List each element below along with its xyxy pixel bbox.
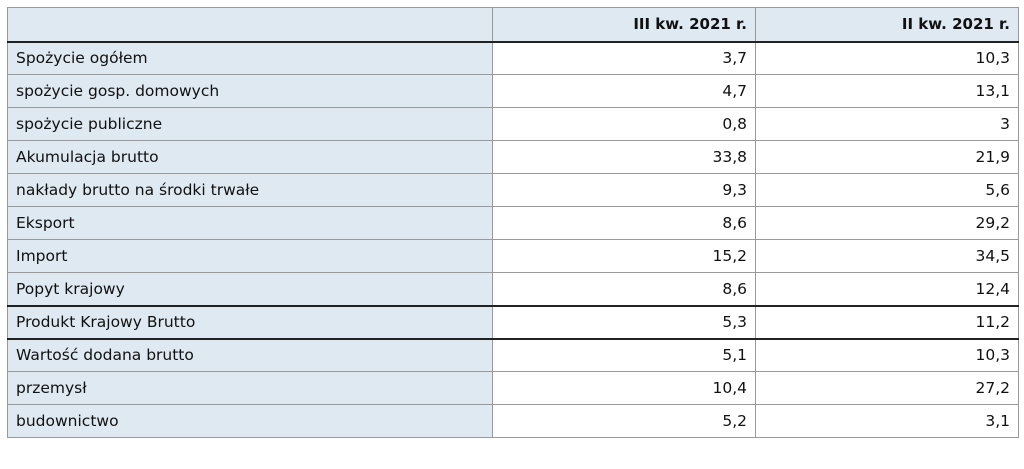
- header-q2-2021: II kw. 2021 r.: [755, 7, 1019, 43]
- value-q2-2021: 3,1: [755, 404, 1019, 438]
- row-label: budownictwo: [7, 404, 493, 438]
- data-table: III kw. 2021 r. II kw. 2021 r. Spożycie …: [7, 7, 1019, 438]
- value-q3-2021: 3,7: [492, 41, 756, 75]
- table-row: Spożycie ogółem 3,7 10,3: [7, 41, 1019, 75]
- table-row: spożycie gosp. domowych 4,7 13,1: [7, 74, 1019, 108]
- value-q3-2021: 5,3: [492, 304, 756, 339]
- table-row: Produkt Krajowy Brutto 5,3 11,2: [7, 304, 1019, 339]
- table-row: budownictwo 5,2 3,1: [7, 404, 1019, 438]
- row-label: Akumulacja brutto: [7, 140, 493, 174]
- row-label: przemysł: [7, 371, 493, 405]
- value-q2-2021: 34,5: [755, 239, 1019, 273]
- value-q3-2021: 0,8: [492, 107, 756, 141]
- value-q3-2021: 5,1: [492, 337, 756, 372]
- table-row: nakłady brutto na środki trwałe 9,3 5,6: [7, 173, 1019, 207]
- row-label: Produkt Krajowy Brutto: [7, 304, 493, 339]
- row-label: Import: [7, 239, 493, 273]
- table-row: przemysł 10,4 27,2: [7, 371, 1019, 405]
- value-q2-2021: 11,2: [755, 304, 1019, 339]
- table-body: Spożycie ogółem 3,7 10,3 spożycie gosp. dom…: [7, 41, 1019, 438]
- header-q3-2021: III kw. 2021 r.: [492, 7, 756, 43]
- value-q2-2021: 13,1: [755, 74, 1019, 108]
- header-empty-cell: [7, 7, 493, 43]
- value-q3-2021: 5,2: [492, 404, 756, 438]
- row-label: Eksport: [7, 206, 493, 240]
- row-label: spożycie gosp. domowych: [7, 74, 493, 108]
- value-q2-2021: 29,2: [755, 206, 1019, 240]
- table-row: spożycie publiczne 0,8 3: [7, 107, 1019, 141]
- row-label: nakłady brutto na środki trwałe: [7, 173, 493, 207]
- value-q3-2021: 33,8: [492, 140, 756, 174]
- table-row: Popyt krajowy 8,6 12,4: [7, 272, 1019, 306]
- value-q2-2021: 27,2: [755, 371, 1019, 405]
- table-row: Wartość dodana brutto 5,1 10,3: [7, 337, 1019, 372]
- table-row: Akumulacja brutto 33,8 21,9: [7, 140, 1019, 174]
- value-q2-2021: 10,3: [755, 337, 1019, 372]
- value-q3-2021: 8,6: [492, 272, 756, 306]
- value-q3-2021: 15,2: [492, 239, 756, 273]
- value-q2-2021: 10,3: [755, 41, 1019, 75]
- row-label: Spożycie ogółem: [7, 41, 493, 75]
- value-q2-2021: 3: [755, 107, 1019, 141]
- table-header: III kw. 2021 r. II kw. 2021 r.: [7, 7, 1019, 43]
- value-q3-2021: 8,6: [492, 206, 756, 240]
- row-label: spożycie publiczne: [7, 107, 493, 141]
- row-label: Wartość dodana brutto: [7, 337, 493, 372]
- value-q2-2021: 21,9: [755, 140, 1019, 174]
- value-q3-2021: 10,4: [492, 371, 756, 405]
- table-row: Import 15,2 34,5: [7, 239, 1019, 273]
- table-row: Eksport 8,6 29,2: [7, 206, 1019, 240]
- value-q2-2021: 5,6: [755, 173, 1019, 207]
- header-row: III kw. 2021 r. II kw. 2021 r.: [7, 7, 1019, 43]
- value-q2-2021: 12,4: [755, 272, 1019, 306]
- value-q3-2021: 4,7: [492, 74, 756, 108]
- row-label: Popyt krajowy: [7, 272, 493, 306]
- value-q3-2021: 9,3: [492, 173, 756, 207]
